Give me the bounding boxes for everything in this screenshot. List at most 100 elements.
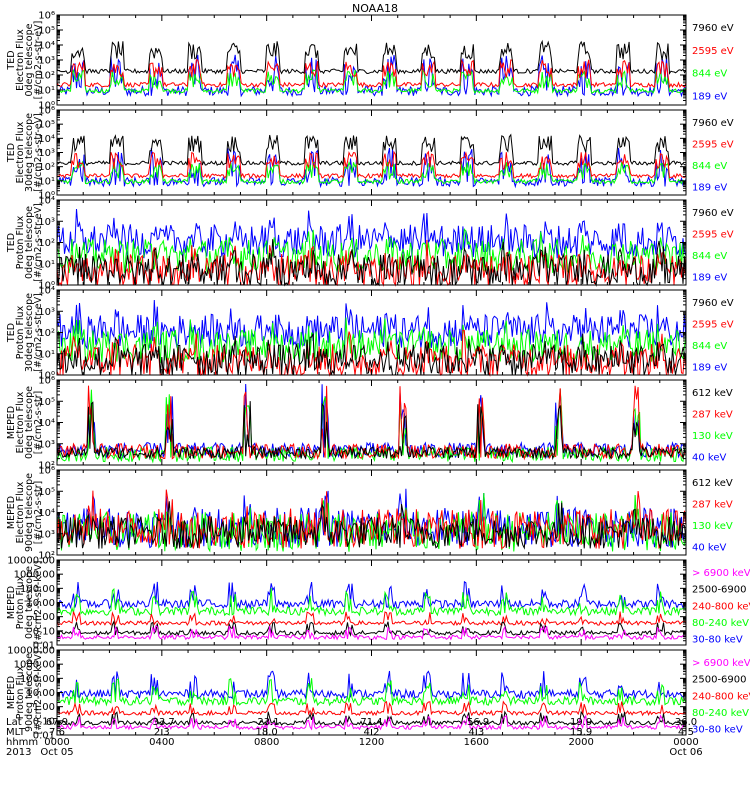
legend-entry: 189 eV bbox=[692, 182, 727, 193]
y-tick-label: 1.00 bbox=[33, 612, 55, 623]
legend-entry: 7960 eV bbox=[692, 118, 734, 129]
legend-entry: 189 eV bbox=[692, 362, 727, 373]
x-tick-label-hhmm: 1200 bbox=[359, 737, 384, 748]
y-axis-label-line: TED bbox=[6, 143, 17, 163]
y-axis-label-line: TED bbox=[6, 233, 17, 253]
y-tick-label: 10⁴ bbox=[38, 508, 55, 519]
y-tick-label: 10² bbox=[38, 461, 55, 472]
y-tick-label: 10.00 bbox=[26, 598, 55, 609]
y-tick-label: 10⁴ bbox=[38, 41, 55, 52]
y-tick-label: 10⁴ bbox=[38, 286, 55, 297]
x-tick-label-hhmm: 2000 bbox=[568, 737, 593, 748]
legend-entry: 80-240 keV bbox=[692, 708, 749, 719]
series-line-240-800-kev bbox=[56, 700, 687, 717]
chart-title: NOAA18 bbox=[352, 2, 398, 15]
y-tick-label: 10³ bbox=[38, 307, 55, 318]
series-line-7960-ev bbox=[56, 133, 686, 167]
y-axis-label-line: Electron Flux bbox=[15, 29, 26, 91]
y-tick-label: 10¹ bbox=[38, 349, 55, 360]
x-tick-label-date: Oct 05 bbox=[40, 747, 73, 758]
y-tick-label: 10² bbox=[38, 551, 55, 562]
legend-entry: 240-800 keV bbox=[692, 601, 750, 612]
y-axis-label-line: Proton Flux bbox=[15, 305, 26, 359]
x-row-label: Lat bbox=[6, 717, 22, 728]
legend-entry: 130 keV bbox=[692, 521, 733, 532]
y-tick-label: 10⁴ bbox=[38, 418, 55, 429]
x-tick-label-date: Oct 06 bbox=[669, 747, 702, 758]
y-tick-label: 10³ bbox=[38, 148, 55, 159]
y-tick-label: 10⁵ bbox=[38, 26, 55, 37]
legend-entry: 2595 eV bbox=[692, 319, 734, 330]
legend-entry: 844 eV bbox=[692, 341, 727, 352]
y-tick-label: 10² bbox=[38, 328, 55, 339]
series-line-612-kev bbox=[56, 501, 687, 550]
y-tick-label: 1000.00 bbox=[14, 660, 55, 671]
y-axis-label-line: [#/cm2-s-str-keV] bbox=[33, 561, 44, 645]
y-axis-label-line: 90deg telescope bbox=[24, 473, 35, 552]
series-line-80-240-kev bbox=[56, 587, 687, 617]
panel-8: 0.01 0.10 1.00 10.00 100.00 1000.00 10000.00 ME… bbox=[6, 646, 750, 742]
legend-entry: 2500-6900 bbox=[692, 585, 747, 596]
y-axis-label-line: [#/cm2-s-str-keV] bbox=[33, 651, 44, 735]
series-line-189-ev bbox=[56, 299, 687, 350]
x-tick-label-lat: -33.7 bbox=[149, 717, 175, 728]
y-tick-label: 10⁶ bbox=[38, 466, 55, 477]
series-line-287-kev bbox=[56, 385, 687, 461]
y-tick-label: 0.01 bbox=[33, 641, 55, 652]
legend-entry: 844 eV bbox=[692, 161, 727, 172]
y-tick-label: 10⁶ bbox=[38, 376, 55, 387]
y-tick-label: 10⁵ bbox=[38, 487, 55, 498]
y-axis-label-line: 90deg telescope bbox=[24, 653, 35, 732]
y-tick-label: 0.10 bbox=[33, 626, 55, 637]
legend-entry: 189 eV bbox=[692, 92, 727, 103]
y-axis-label-line: Proton Flux bbox=[15, 665, 26, 719]
series-line-844-ev bbox=[56, 317, 687, 363]
x-tick-label-lat: -56.9 bbox=[463, 717, 489, 728]
y-axis-label-line: 0deg telescope bbox=[24, 566, 35, 639]
legend-entry: 40 keV bbox=[692, 452, 726, 463]
y-axis-label-line: 0deg telescope bbox=[24, 386, 35, 459]
y-axis-label-line: TED bbox=[6, 50, 17, 70]
x-tick-label-lat: 19.9 bbox=[570, 717, 592, 728]
panel-7: 0.01 0.10 1.00 10.00 100.00 1000.00 10000.00 ME… bbox=[6, 556, 750, 652]
y-tick-label: 10⁰ bbox=[38, 101, 55, 112]
series-line-612-kev bbox=[56, 401, 687, 461]
series-line-287-kev bbox=[56, 489, 687, 550]
legend-entry: > 6900 keV bbox=[692, 568, 750, 579]
series-line-7960-ev bbox=[56, 39, 687, 75]
legend-entry: 2595 eV bbox=[692, 139, 734, 150]
series-line-844-ev bbox=[56, 68, 687, 95]
x-tick-label-mlt: 2.3 bbox=[154, 727, 170, 738]
y-tick-label: 0.01 bbox=[33, 731, 55, 742]
legend-entry: 240-800 keV bbox=[692, 691, 750, 702]
legend-entry: 130 keV bbox=[692, 431, 733, 442]
series-line-189-ev bbox=[56, 54, 687, 98]
x-tick-label-mlt: 7.6 bbox=[49, 727, 65, 738]
y-tick-label: 10¹ bbox=[38, 176, 55, 187]
legend-entry: 30-80 keV bbox=[692, 725, 743, 736]
y-tick-label: 10⁶ bbox=[38, 11, 55, 22]
y-axis-label-line: [#/cm2-s-str-eV] bbox=[33, 293, 44, 372]
x-row-label: MLT bbox=[6, 727, 26, 738]
legend-entry: 7960 eV bbox=[692, 208, 734, 219]
legend-entry: 612 keV bbox=[692, 388, 733, 399]
y-tick-label: 10000.00 bbox=[7, 646, 55, 657]
legend-entry: 7960 eV bbox=[692, 298, 734, 309]
y-axis-label-line: Electron Flux bbox=[15, 391, 26, 453]
y-axis-label-line: [#/cm2-s-str-eV] bbox=[33, 203, 44, 282]
legend-entry: 2595 eV bbox=[692, 46, 734, 57]
legend-entry: 287 keV bbox=[692, 499, 733, 510]
series-line-7960-ev bbox=[56, 333, 687, 376]
legend-entry: 30-80 keV bbox=[692, 635, 743, 646]
legend-entry: 80-240 keV bbox=[692, 618, 749, 629]
x-row-label: 2013 bbox=[6, 747, 31, 758]
y-tick-label: 10⁰ bbox=[38, 281, 55, 292]
y-tick-label: 10⁵ bbox=[38, 397, 55, 408]
series-line-844-ev bbox=[56, 160, 687, 185]
